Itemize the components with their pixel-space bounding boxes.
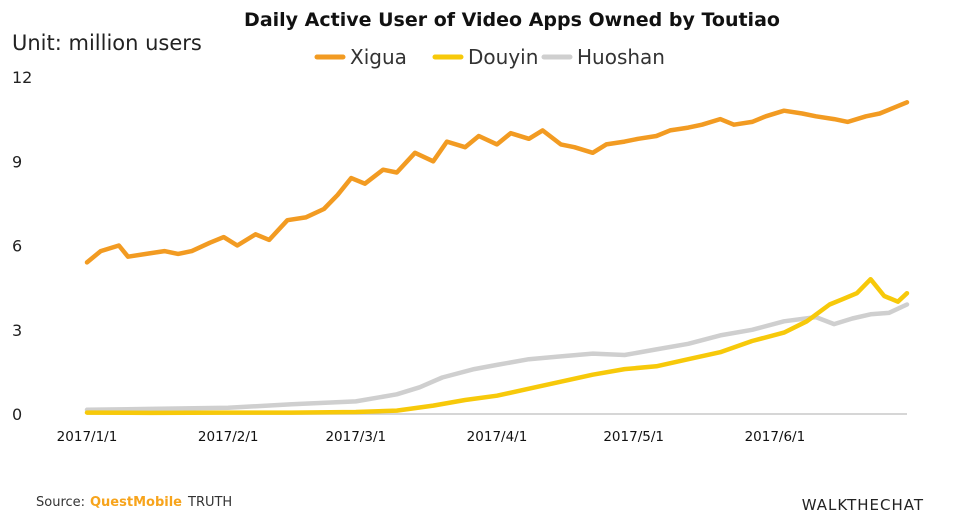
x-tick-label: 2017/3/1 [325, 429, 386, 445]
source-brand: QuestMobile [90, 495, 182, 510]
y-axis: 0 3 6 9 12 [12, 68, 32, 424]
series-layer [84, 100, 910, 416]
series-line-douyin [84, 276, 910, 416]
x-tick-label: 2017/2/1 [198, 429, 259, 445]
legend-label-douyin: Douyin [468, 45, 538, 69]
source-brand-suffix: TRUTH [188, 495, 233, 510]
x-tick-label: 2017/1/1 [57, 429, 118, 445]
x-tick-label: 2017/4/1 [467, 429, 528, 445]
y-tick-label: 6 [12, 237, 22, 256]
legend-label-xigua: Xigua [350, 45, 407, 69]
legend: Xigua Douyin Huoshan [314, 45, 665, 69]
series-line-huoshan [84, 302, 910, 413]
y-tick-label: 3 [12, 321, 22, 340]
series-line-xigua [84, 100, 910, 265]
y-tick-label: 0 [12, 405, 22, 424]
x-tick-label: 2017/6/1 [745, 429, 806, 445]
unit-label: Unit: million users [12, 31, 202, 55]
y-tick-label: 9 [12, 152, 22, 171]
chart-title: Daily Active User of Video Apps Owned by… [244, 9, 780, 31]
y-tick-label: 12 [12, 68, 32, 87]
x-tick-label: 2017/5/1 [603, 429, 664, 445]
x-axis: 2017/1/1 2017/2/1 2017/3/1 2017/4/1 2017/5/1… [57, 429, 806, 445]
legend-label-huoshan: Huoshan [577, 45, 665, 69]
watermark: WALKTHECHAT [801, 496, 924, 514]
source-label: Source: [36, 495, 86, 510]
